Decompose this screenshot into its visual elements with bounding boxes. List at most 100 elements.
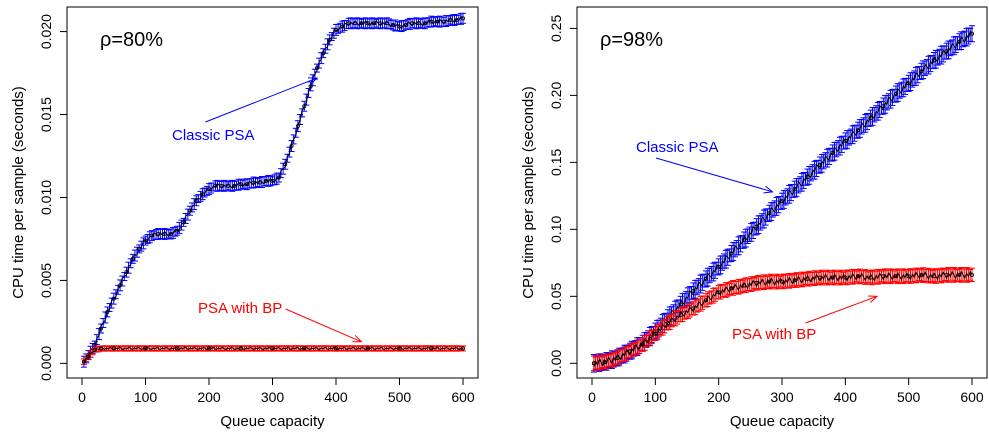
data-point [729,286,734,291]
data-point [289,144,294,149]
annotation-arrowhead [867,295,879,303]
plot-frame [576,6,988,379]
data-point [99,346,104,351]
x-axis-label: Queue capacity [730,413,835,430]
data-point [460,16,465,21]
annotation-arrowhead [307,77,319,85]
rho-label: ρ=80% [100,29,163,51]
y-tick-label: 0.015 [38,97,54,132]
data-point [919,69,924,74]
data-point [856,274,861,279]
data-point [932,274,937,279]
annotation-arrowhead [763,185,774,194]
x-tick-label: 100 [644,389,668,405]
data-point [894,274,899,279]
x-axis-label: Queue capacity [220,413,325,430]
data-point [932,58,937,63]
data-point [327,37,332,42]
data-point [429,19,434,24]
x-tick-label: 0 [588,389,596,405]
data-point [105,309,110,314]
data-point [130,256,135,261]
series-psa-with-bp [80,345,466,365]
data-point [359,21,364,26]
y-tick-label: 0.00 [548,349,564,376]
data-point [704,298,709,303]
data-point [944,49,949,54]
data-point [213,183,218,188]
series-classic-psa [80,12,466,368]
mean-line [593,29,973,368]
data-point [435,19,440,24]
x-tick-label: 300 [261,389,285,405]
data-point [843,138,848,143]
data-point [333,27,338,32]
x-tick-label: 300 [770,389,794,405]
data-point [729,251,734,256]
data-point [767,211,772,216]
data-point [970,31,975,36]
y-axis-label: CPU time per sample (seconds) [10,86,27,299]
data-point [111,296,116,301]
data-point [397,24,402,29]
data-point [397,346,402,351]
annotation-arrow [205,77,318,123]
plot-frame [66,6,479,379]
data-point [448,17,453,22]
series-psa-with-bp [590,267,975,372]
x-tick-label: 400 [324,389,348,405]
annotation-psa-with-bp: PSA with BP [198,300,282,317]
x-tick-label: 200 [707,389,731,405]
x-tick-label: 500 [388,389,412,405]
y-tick-label: 0.005 [38,263,54,298]
data-point [691,306,696,311]
x-tick-label: 600 [960,389,984,405]
data-point [270,178,275,183]
data-point [118,283,123,288]
data-point [283,162,288,167]
data-point [868,116,873,121]
data-point [372,21,377,26]
data-point [226,183,231,188]
y-tick-label: 0.020 [38,14,54,49]
data-point [881,274,886,279]
data-point [365,21,370,26]
data-point [754,224,759,229]
y-tick-label: 0.10 [548,216,564,243]
chart-panel-1: 0 100 200 300 400 500 600 0.000 0.005 0.010 0.015 0… [10,6,479,430]
data-point [666,321,671,326]
data-point [124,270,129,275]
data-point [640,342,645,347]
data-point [830,275,835,280]
data-point [257,180,262,185]
data-point [232,183,237,188]
data-point [591,361,596,366]
data-point [678,302,683,307]
data-point [111,346,116,351]
data-point [302,346,307,351]
data-point [251,180,256,185]
data-point [270,346,275,351]
data-point [194,198,199,203]
series-classic-psa [590,25,975,373]
data-point [780,199,785,204]
data-point [264,178,269,183]
data-point [957,272,962,277]
x-tick-label: 500 [897,389,921,405]
annotation-arrow [285,308,362,343]
data-point [346,21,351,26]
data-point [454,17,459,22]
data-point [881,104,886,109]
data-point [716,290,721,295]
data-point [678,313,683,318]
data-point [818,163,823,168]
data-point [143,346,148,351]
y-tick-label: 0.000 [38,346,54,381]
data-point [422,21,427,26]
data-point [716,264,721,269]
annotation-arrow [655,157,773,193]
data-point [206,346,211,351]
data-point [868,275,873,280]
data-point [384,21,389,26]
x-tick-label: 200 [197,389,221,405]
